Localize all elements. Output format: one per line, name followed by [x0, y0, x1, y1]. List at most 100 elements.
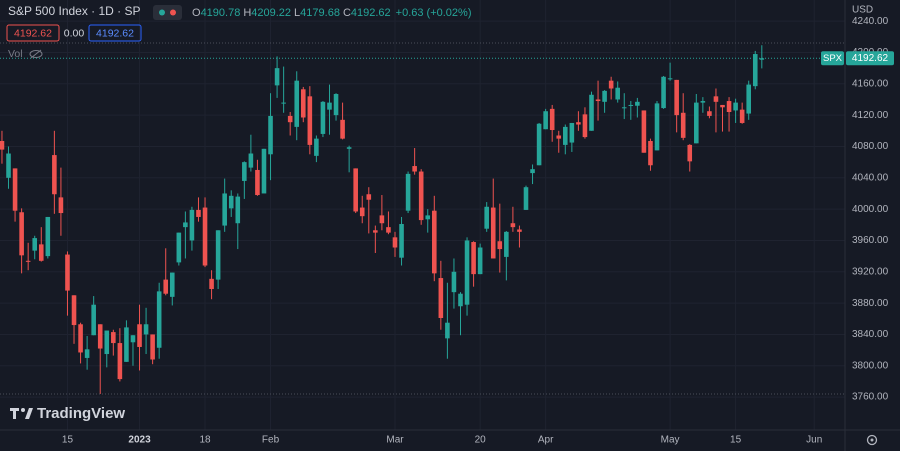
symbol-badge — [821, 51, 844, 66]
status-dot — [170, 9, 176, 16]
candle-body — [209, 278, 214, 290]
candle-body — [556, 135, 562, 139]
x-tick-label: Feb — [262, 435, 280, 446]
x-tick-label: Apr — [538, 435, 554, 446]
candle-body — [307, 96, 313, 145]
y-tick-label: 4080.00 — [852, 141, 889, 152]
candle-body — [412, 166, 417, 172]
candle-body — [327, 102, 332, 110]
candle-body — [169, 272, 175, 297]
candle-body — [720, 104, 725, 108]
candle-body — [477, 247, 483, 275]
y-tick-label: 3880.00 — [852, 298, 889, 309]
candle-body — [471, 242, 476, 275]
symbol-label: SPX — [823, 53, 843, 64]
candle-body — [510, 223, 516, 228]
candle-body — [346, 147, 352, 149]
price-badge — [846, 51, 894, 66]
candle-body — [615, 87, 620, 100]
y-tick-label: 3800.00 — [852, 360, 889, 371]
candle-body — [255, 169, 260, 196]
ohlc-legend: O 4190.78 H 4209.22 L 4179.68 C 4192.62 — [192, 7, 391, 19]
candle-body — [189, 209, 195, 241]
x-tick-label: Mar — [386, 435, 404, 446]
y-tick-label: 4000.00 — [852, 204, 889, 215]
candle-body — [163, 279, 169, 294]
x-tick-label: 20 — [475, 435, 487, 446]
settings-icon[interactable] — [866, 434, 878, 446]
x-tick-label: 2023 — [128, 435, 151, 446]
chart-title: S&P 500 Index · 1D · SP — [8, 4, 141, 18]
candle-body — [569, 122, 575, 143]
input-value[interactable]: 4192.62 — [96, 27, 134, 39]
candle-body — [641, 110, 647, 153]
legend-key: L — [294, 7, 300, 19]
candle-body — [523, 187, 529, 210]
candle-body — [287, 115, 293, 123]
candle-body — [746, 84, 752, 114]
input-box[interactable] — [88, 24, 142, 42]
candle-body — [713, 96, 719, 102]
input-value[interactable]: 4192.62 — [14, 27, 52, 39]
candle-body — [143, 324, 149, 335]
candle-body — [248, 153, 254, 168]
candle-body — [563, 126, 568, 145]
candle-body — [379, 215, 385, 224]
candle-body — [451, 271, 457, 293]
candle-body — [65, 254, 70, 291]
candle-body — [117, 343, 123, 380]
candle-body — [484, 206, 489, 229]
candle-body — [694, 102, 699, 144]
input-box[interactable] — [6, 24, 60, 42]
candle-body — [32, 238, 38, 251]
candle-body — [202, 207, 208, 266]
legend-key: O — [192, 7, 201, 19]
candle-body — [19, 212, 24, 256]
candle-body — [667, 78, 673, 80]
candle-body — [71, 295, 77, 326]
candle-body — [576, 122, 581, 125]
candle-body — [752, 54, 758, 87]
eye-icon[interactable] — [29, 49, 43, 59]
candle-body — [6, 153, 11, 178]
candle-body — [707, 111, 712, 116]
candle-body — [300, 89, 306, 118]
candles — [0, 45, 765, 394]
candle-body — [497, 241, 503, 250]
candle-body — [12, 168, 18, 211]
y-tick-label: 3960.00 — [852, 235, 889, 246]
candle-body — [602, 90, 607, 102]
candle-body — [268, 115, 273, 155]
candle-body — [84, 349, 90, 358]
watermark: TradingView — [37, 405, 125, 422]
candle-body — [399, 224, 404, 258]
candle-body — [78, 324, 83, 353]
candle-body — [608, 80, 614, 89]
candle-body — [156, 291, 162, 348]
candle-body — [228, 195, 234, 209]
candle-body — [589, 94, 594, 131]
input-value: 0.00 — [64, 27, 85, 39]
candle-body — [104, 330, 110, 355]
currency[interactable]: USD — [852, 5, 873, 16]
candle-body — [242, 162, 247, 181]
candle-body — [235, 196, 241, 224]
y-tick-label: 4240.00 — [852, 16, 889, 27]
candle-body — [648, 140, 653, 166]
status-dot — [159, 9, 165, 16]
candle-body — [97, 324, 103, 349]
candle-body — [386, 227, 391, 233]
candle-body — [517, 229, 522, 232]
x-tick-label: 15 — [62, 435, 74, 446]
candle-body — [359, 207, 365, 217]
candle-body — [674, 79, 679, 116]
candle-body — [392, 237, 398, 248]
candle-body — [654, 103, 660, 151]
candle-body — [52, 155, 57, 195]
y-tick-label: 4160.00 — [852, 78, 889, 89]
candle-body — [543, 111, 548, 130]
candle-body — [314, 138, 319, 156]
candle-body — [150, 334, 155, 360]
legend-value: 4209.22 — [251, 7, 291, 19]
